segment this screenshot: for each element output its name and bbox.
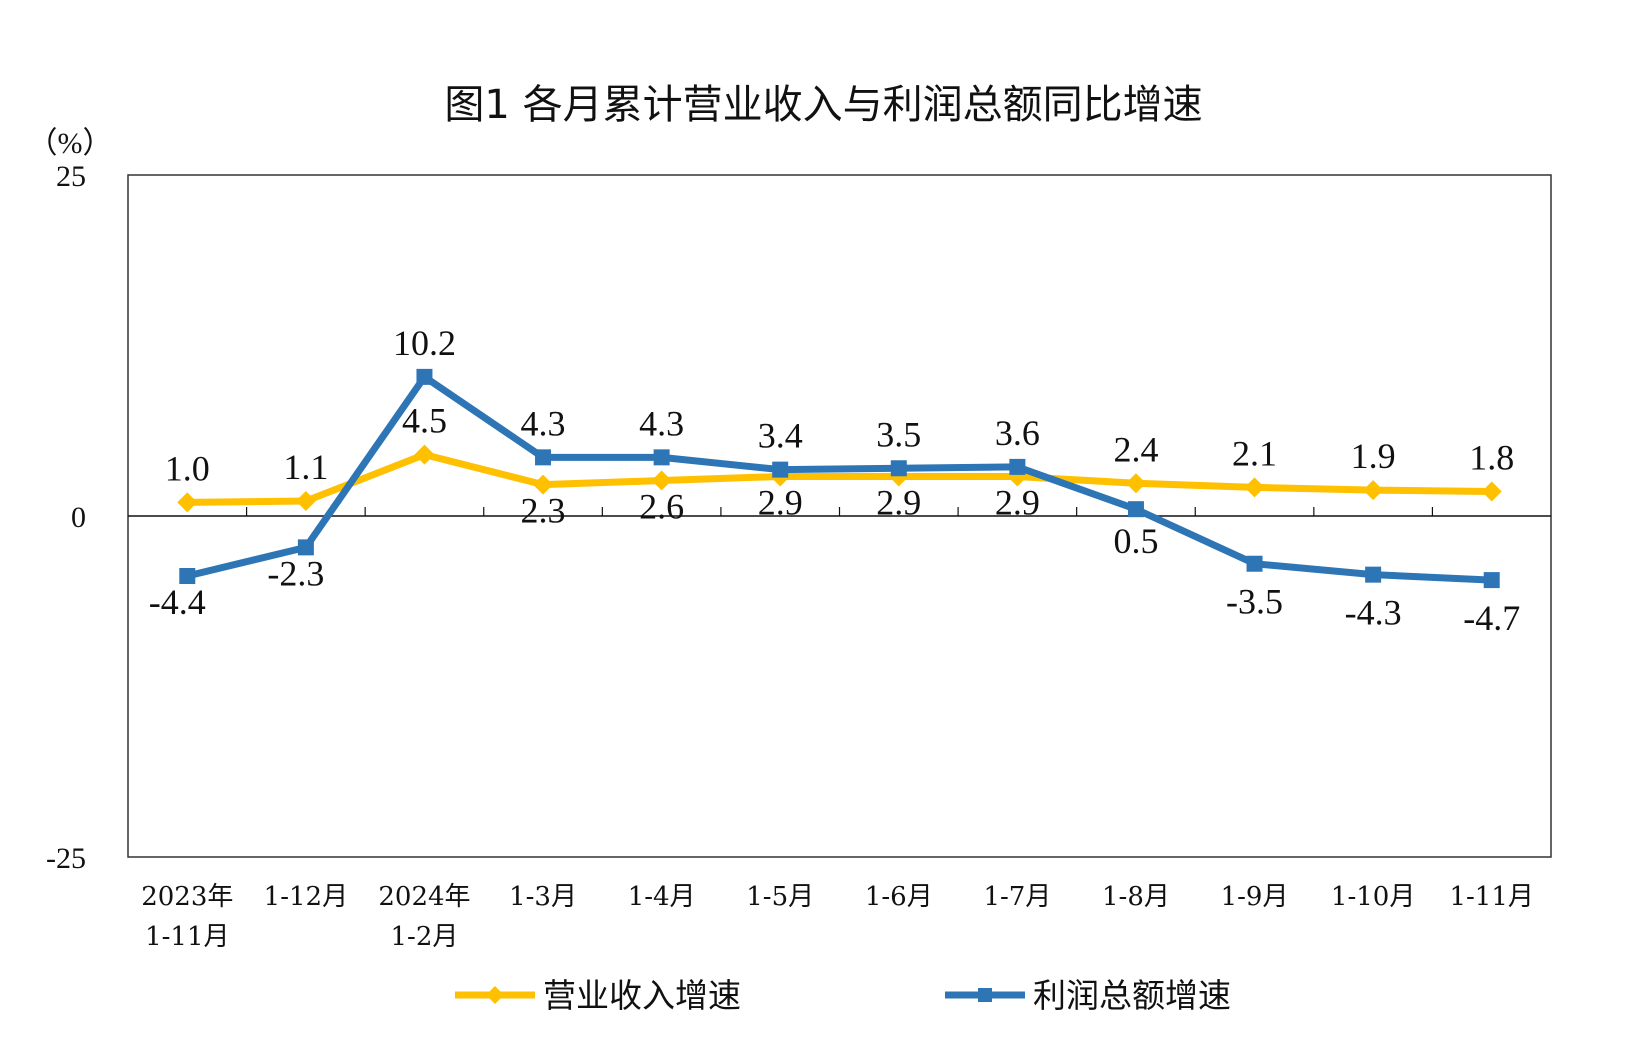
data-label: 4.3 — [639, 403, 684, 443]
data-point-profit — [1127, 501, 1144, 518]
x-tick-label: 1-10月 — [1331, 882, 1415, 912]
data-point-profit — [179, 568, 196, 585]
data-label: 2.1 — [1232, 433, 1277, 473]
data-label: 0.5 — [1113, 521, 1158, 561]
data-label: -4.7 — [1463, 598, 1520, 638]
data-label: 2.6 — [639, 487, 684, 527]
data-point-profit — [653, 449, 670, 466]
x-tick-label: 1-12月 — [264, 882, 348, 912]
data-label: 4.5 — [402, 401, 447, 441]
data-label: -2.3 — [267, 553, 324, 593]
data-point-profit — [416, 368, 433, 385]
data-label: 1.0 — [165, 448, 210, 488]
x-tick-label: 1-11月 — [145, 922, 229, 952]
x-tick-label: 1-8月 — [1102, 882, 1170, 912]
x-tick-label: 1-4月 — [628, 882, 696, 912]
data-point-revenue — [651, 470, 672, 491]
y-tick-label: -25 — [46, 842, 86, 875]
data-point-profit — [535, 449, 552, 466]
x-tick-label: 1-7月 — [983, 882, 1051, 912]
data-point-revenue — [533, 474, 554, 495]
y-axis-unit: （%） — [28, 127, 113, 160]
data-label: 4.3 — [521, 403, 566, 443]
data-point-revenue — [1125, 473, 1146, 494]
data-label: 3.6 — [995, 413, 1040, 453]
data-point-profit — [297, 539, 314, 556]
data-label: -4.4 — [149, 582, 206, 622]
data-point-revenue — [1244, 477, 1265, 498]
data-label: 3.4 — [758, 416, 803, 456]
data-label: 2.9 — [995, 482, 1040, 522]
y-tick-label: 0 — [71, 501, 86, 534]
legend-marker-diamond — [486, 986, 504, 1004]
data-point-profit — [1246, 555, 1263, 572]
data-label: 10.2 — [393, 323, 456, 363]
legend-label: 利润总额增速 — [1033, 976, 1231, 1015]
x-tick-label: 1-3月 — [509, 882, 577, 912]
data-label: 1.8 — [1469, 437, 1514, 477]
x-tick-label: 2023年 — [141, 882, 233, 912]
series-line-profit — [186, 373, 1492, 584]
legend-marker-square — [978, 988, 992, 1002]
data-point-profit — [890, 460, 907, 477]
data-point-profit — [1483, 572, 1500, 589]
x-tick-label: 2024年 — [378, 882, 470, 912]
data-label: 2.3 — [521, 491, 566, 531]
x-tick-label: 1-6月 — [865, 882, 933, 912]
data-point-profit — [1365, 566, 1382, 583]
data-label: 3.5 — [876, 414, 921, 454]
chart-title: 图1 各月累计营业收入与利润总额同比增速 — [444, 82, 1203, 128]
x-tick-label: 1-11月 — [1449, 882, 1533, 912]
data-label: -4.3 — [1345, 593, 1402, 633]
series-line-revenue — [187, 451, 1492, 506]
data-label: 2.9 — [758, 482, 803, 522]
data-point-revenue — [1481, 481, 1502, 502]
data-label: 1.9 — [1351, 436, 1396, 476]
x-tick-label: 1-5月 — [746, 882, 814, 912]
data-point-profit — [1009, 458, 1026, 475]
data-label: -3.5 — [1226, 582, 1283, 622]
data-label: 2.9 — [876, 482, 921, 522]
data-label: 1.1 — [283, 447, 328, 487]
data-point-revenue — [177, 492, 198, 513]
x-tick-label: 1-9月 — [1221, 882, 1289, 912]
data-point-revenue — [414, 444, 435, 465]
data-point-revenue — [1363, 480, 1384, 501]
data-point-revenue — [295, 490, 316, 511]
data-label: 2.4 — [1113, 429, 1158, 469]
x-tick-label: 1-2月 — [391, 922, 459, 952]
y-tick-label: 25 — [56, 160, 86, 193]
data-point-profit — [772, 461, 789, 478]
legend-label: 营业收入增速 — [543, 976, 741, 1015]
